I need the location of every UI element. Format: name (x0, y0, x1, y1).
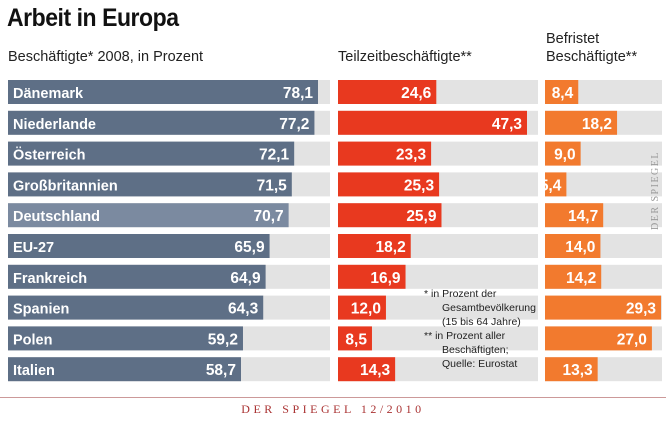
data-label: 71,5 (257, 177, 288, 194)
footnote-line: (15 bis 64 Jahre) (442, 316, 521, 328)
bar-2-6 (545, 264, 602, 289)
category-label: Italien (13, 363, 55, 379)
data-label: 14,3 (360, 362, 391, 379)
data-label: 77,2 (279, 116, 309, 133)
category-label: Spanien (13, 302, 69, 318)
bar-2-2 (545, 141, 581, 166)
bar-0-7 (8, 295, 264, 320)
employment-column-header: Beschäftigte* 2008, in Prozent (8, 49, 204, 65)
category-label: Dänemark (13, 86, 84, 102)
data-label: 14,0 (565, 239, 595, 256)
footnote-line: Quelle: Eurostat (442, 358, 518, 370)
temporary-header-line1: Befristet (546, 31, 600, 47)
bar-0-5 (8, 234, 270, 258)
data-label: 25,3 (404, 177, 435, 194)
data-label: 78,1 (283, 85, 314, 102)
bar-chart: 78,1 Dänemark 24,6 8,4 77,2 Niederlande 47,3 18… (8, 80, 662, 382)
bar-1-0 (338, 80, 437, 104)
category-label: EU-27 (13, 240, 54, 256)
data-label: 58,7 (206, 362, 236, 379)
temporary-header-line2: Beschäftigte** (546, 49, 638, 65)
bar-0-3 (8, 172, 292, 197)
footnote: * in Prozent der Gesamtbevölkerung (15 b… (424, 287, 554, 371)
category-label: Frankreich (13, 271, 87, 287)
data-label: 64,3 (228, 301, 259, 318)
data-label: 16,9 (370, 270, 401, 287)
category-label: Deutschland (13, 209, 100, 225)
bar-1-6 (338, 264, 406, 289)
bar-1-4 (338, 203, 442, 228)
bar-2-3 (545, 172, 567, 197)
data-label: 23,3 (396, 147, 427, 164)
bar-2-4 (545, 203, 604, 228)
bar-0-1 (8, 110, 315, 135)
bar-0-0 (8, 80, 318, 104)
footer-rule (0, 397, 666, 398)
data-label: 14,7 (568, 208, 598, 225)
data-label: 8,5 (345, 331, 367, 348)
bar-0-4 (8, 203, 289, 228)
data-label: 64,9 (230, 270, 261, 287)
bar-0-6 (8, 264, 266, 289)
category-label: Österreich (13, 147, 86, 164)
part-time-column-header: Teilzeitbeschäftigte** (338, 49, 472, 65)
data-label: 29,3 (626, 301, 657, 318)
bar-1-9 (338, 357, 396, 382)
bar-2-8 (545, 326, 652, 351)
chart-title: Arbeit in Europa (7, 4, 179, 32)
data-label: 24,6 (401, 85, 432, 102)
footnote-line: ** in Prozent aller (424, 330, 506, 342)
data-label: 18,2 (582, 116, 612, 133)
bar-1-2 (338, 141, 432, 166)
data-label: 25,9 (406, 208, 437, 225)
temporary-column-header: Befristet Beschäftigte** (546, 30, 637, 66)
data-label: 72,1 (259, 147, 290, 164)
bar-2-5 (545, 234, 601, 258)
bar-2-0 (545, 80, 579, 104)
data-label: 9,0 (554, 147, 576, 164)
data-label: 59,2 (208, 331, 238, 348)
data-label: 18,2 (376, 239, 406, 256)
data-label: 13,3 (562, 362, 593, 379)
bar-1-5 (338, 234, 411, 258)
bar-2-7 (545, 295, 661, 320)
data-label: 65,9 (234, 239, 265, 256)
bar-0-2 (8, 141, 295, 166)
bar-1-7 (338, 295, 386, 320)
category-label: Großbritannien (13, 178, 118, 194)
bar-1-1 (338, 110, 527, 135)
data-label: 12,0 (351, 301, 381, 318)
data-label: 47,3 (492, 116, 523, 133)
bar-1-3 (338, 172, 440, 197)
source-credit: DER SPIEGEL 12/2010 (241, 402, 425, 416)
bar-1-8 (338, 326, 372, 351)
data-label: 8,4 (552, 85, 574, 102)
footnote-line: Beschäftigten; (442, 344, 509, 356)
side-credit: DER SPIEGEL (650, 151, 661, 230)
data-label: 14,2 (566, 270, 596, 287)
data-label: 27,0 (617, 331, 647, 348)
data-label: 70,7 (253, 208, 283, 225)
bar-0-8 (8, 326, 243, 351)
category-label: Niederlande (13, 117, 96, 133)
footnote-line: Gesamtbevölkerung (442, 302, 536, 314)
bar-0-9 (8, 357, 241, 382)
data-label: 5,4 (540, 177, 562, 194)
bar-2-9 (545, 357, 598, 382)
footnote-line: * in Prozent der (424, 288, 497, 300)
category-label: Polen (13, 332, 52, 348)
bar-2-1 (545, 110, 618, 135)
